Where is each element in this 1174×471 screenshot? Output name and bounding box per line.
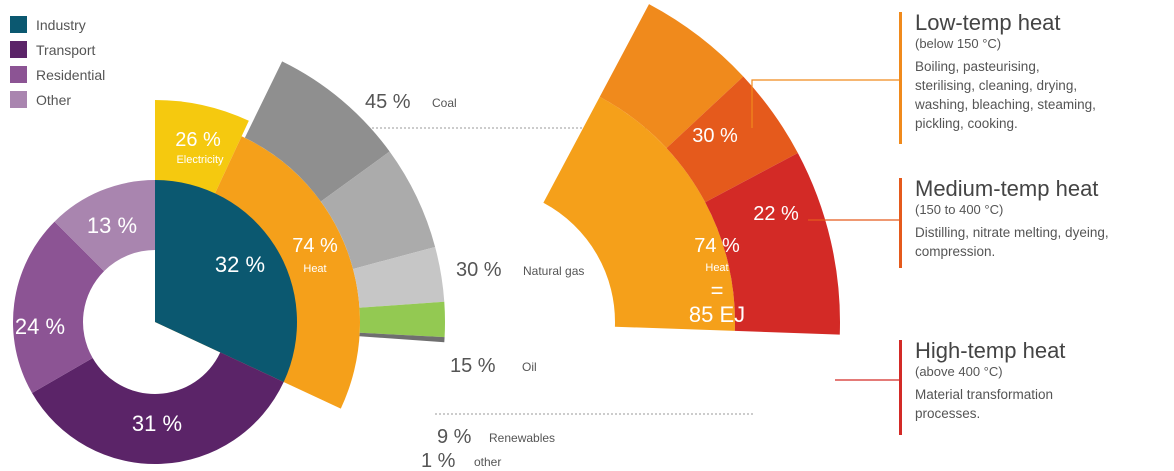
legend-item-transport: Transport: [10, 37, 105, 62]
low-temp-desc-line: washing, bleaching, steaming,: [915, 97, 1096, 112]
heat-total-label: Heat: [705, 262, 728, 274]
legend-label: Industry: [36, 16, 86, 33]
medium-temp-bar: [899, 178, 902, 268]
heat-source-wedge-coal: [244, 61, 390, 202]
legend-label: Transport: [36, 41, 96, 58]
other-value: 13 %: [87, 213, 137, 238]
temp-wedge-1: [666, 76, 798, 203]
inner-ring-wedge-industry: [155, 180, 297, 383]
legend-item-other: Other: [10, 87, 105, 112]
high-temp-range: (above 400 °C): [915, 364, 1003, 379]
medium-temp-range: (150 to 400 °C): [915, 202, 1004, 217]
low-temp-desc-line: sterilising, cleaning, drying,: [915, 78, 1078, 93]
legend-label: Other: [36, 91, 72, 108]
low-temp-connector: [751, 79, 900, 128]
oil-value: 15 %: [450, 355, 496, 377]
coal-label: Coal: [432, 96, 457, 110]
inner-ring-wedge-transport: [32, 352, 284, 464]
medium-temp-desc-line: compression.: [915, 244, 996, 259]
other-source-value: 1 %: [421, 450, 456, 471]
renewables-value: 9 %: [437, 426, 472, 448]
electricity-label: Electricity: [176, 154, 224, 166]
low-temp-title: Low-temp heat: [915, 10, 1061, 35]
low-temp-block: Low-temp heat (below 150 °C) Boiling, pa…: [915, 10, 1174, 133]
electricity-value: 26 %: [175, 129, 221, 151]
heat-total-equals: =: [711, 278, 724, 303]
high-temp-bar: [899, 340, 902, 435]
legend-item-residential: Residential: [10, 62, 105, 87]
gas-value: 30 %: [456, 259, 502, 281]
gas-label: Natural gas: [523, 264, 584, 278]
heat-value: 74 %: [292, 235, 338, 257]
legend-label: Residential: [36, 66, 106, 83]
legend-swatch-residential: [10, 66, 27, 83]
heat-source-wedge-other: [359, 332, 445, 343]
high-temp-title: High-temp heat: [915, 338, 1066, 363]
heat-source-wedge-natural-gas: [320, 151, 436, 269]
temp-wedge-2: [705, 152, 840, 335]
legend-item-industry: Industry: [10, 12, 105, 37]
high-temp-block: High-temp heat (above 400 °C) Material t…: [915, 338, 1174, 423]
other-source-label: other: [474, 455, 501, 469]
high-temp-desc-line: processes.: [915, 406, 981, 421]
heat-total-wedge: [543, 96, 735, 331]
heat-total-value: 74 %: [694, 235, 740, 257]
medium-temp-title: Medium-temp heat: [915, 176, 1099, 201]
high-temp-value: 48 %: [781, 331, 827, 353]
heat-total-energy: 85 EJ: [689, 302, 745, 327]
medium-temp-value: 22 %: [753, 203, 799, 225]
low-temp-range: (below 150 °C): [915, 36, 1002, 51]
inner-ring-wedge-other: [54, 180, 155, 272]
oil-label: Oil: [522, 360, 537, 374]
industry-value: 32 %: [215, 252, 265, 277]
low-temp-desc-line: Boiling, pasteurising,: [915, 59, 1040, 74]
medium-temp-block: Medium-temp heat (150 to 400 °C) Distill…: [915, 176, 1174, 261]
temp-wedge-0: [599, 4, 744, 149]
legend-swatch-transport: [10, 41, 27, 58]
legend-swatch-other: [10, 91, 27, 108]
low-temp-value: 30 %: [692, 125, 738, 147]
inner-ring-wedge-residential: [13, 221, 105, 393]
heat-source-wedge-renewables: [359, 301, 445, 338]
heat-source-wedge-oil: [353, 246, 445, 308]
low-temp-bar: [899, 12, 902, 144]
medium-temp-desc-line: Distilling, nitrate melting, dyeing,: [915, 225, 1109, 240]
legend-swatch-industry: [10, 16, 27, 33]
heat-label: Heat: [303, 263, 326, 275]
low-temp-desc-line: pickling, cooking.: [915, 116, 1018, 131]
renewables-label: Renewables: [489, 431, 555, 445]
coal-value: 45 %: [365, 91, 411, 113]
transport-value: 31 %: [132, 411, 182, 436]
legend: Industry Transport Residential Other: [10, 12, 105, 112]
high-temp-desc-line: Material transformation: [915, 387, 1054, 402]
residential-value: 24 %: [15, 314, 65, 339]
